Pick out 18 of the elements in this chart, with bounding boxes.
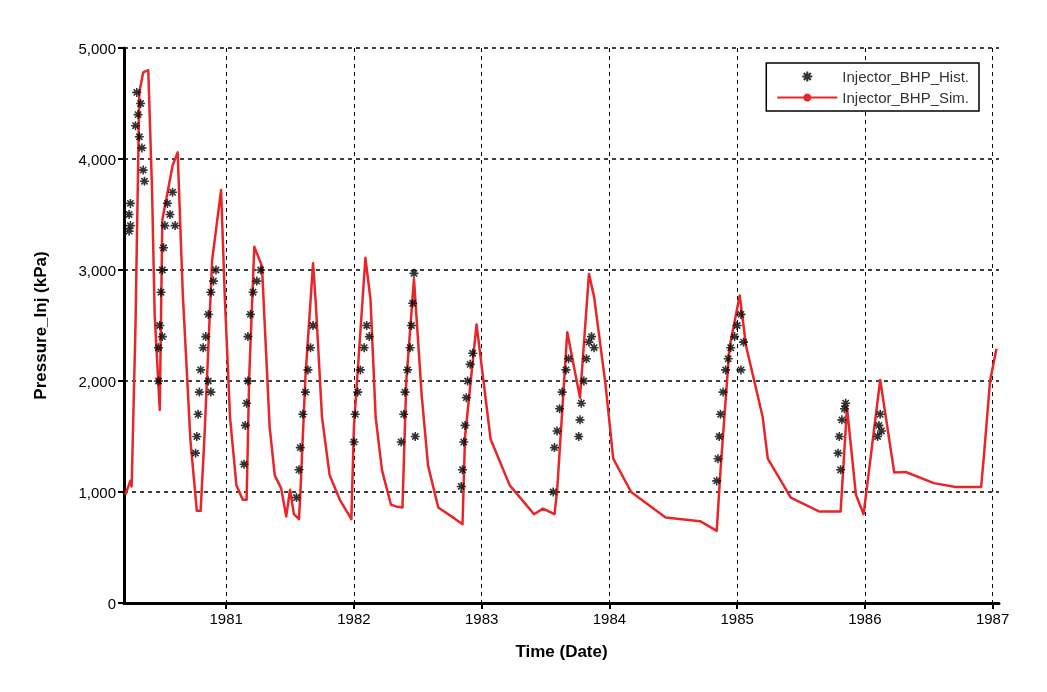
x-tick-label: 1981 [209, 610, 243, 627]
x-tick-label: 1984 [592, 610, 627, 627]
x-tick-label: 1983 [464, 610, 499, 627]
x-tick-label: 1985 [720, 610, 754, 627]
y-tick-label: 0 [107, 594, 116, 612]
y-tick-label: 4,000 [78, 150, 116, 168]
legend-label: Injector_BHP_Sim. [842, 89, 969, 106]
y-tick-label: 2,000 [78, 372, 116, 390]
y-tick-label: 1,000 [78, 483, 116, 501]
legend-label: Injector_BHP_Hist. [842, 68, 969, 85]
x-tick-label: 1987 [975, 610, 1010, 627]
x-tick-label: 1986 [848, 610, 882, 627]
y-tick-label: 3,000 [78, 261, 116, 279]
x-tick-label: 1982 [337, 610, 371, 627]
x-axis-title: Time (Date) [515, 642, 608, 661]
y-axis-title: Pressure_Inj (kPa) [31, 251, 50, 400]
y-tick-label: 5,000 [78, 39, 116, 57]
line-series [124, 68, 998, 533]
